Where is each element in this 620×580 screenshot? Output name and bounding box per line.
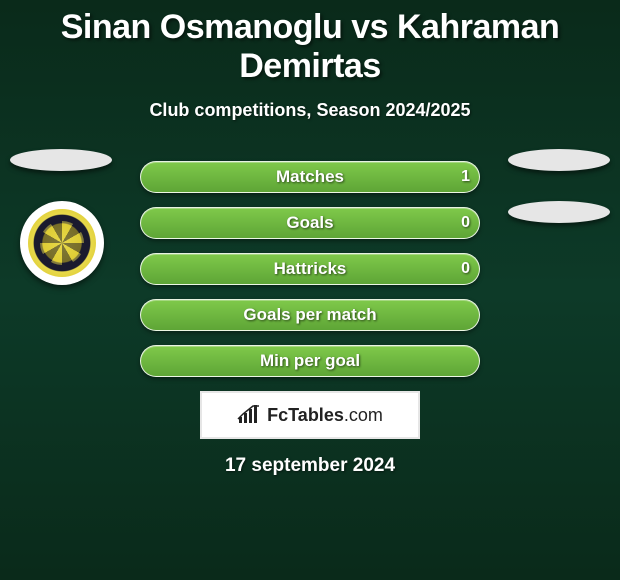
- page-title: Sinan Osmanoglu vs Kahraman Demirtas: [0, 0, 620, 86]
- club-badge-left: [20, 201, 104, 285]
- stat-value-left: 1: [461, 161, 470, 193]
- club-badge-icon: [28, 209, 96, 277]
- player-right-placeholder-2: [508, 201, 610, 223]
- stat-row-hattricks: Hattricks 0: [140, 253, 480, 285]
- stat-row-goals: Goals 0: [140, 207, 480, 239]
- brand-box[interactable]: FcTables.com: [200, 391, 420, 439]
- stat-row-min-per-goal: Min per goal: [140, 345, 480, 377]
- brand-text: FcTables.com: [267, 405, 383, 426]
- stat-row-matches: Matches 1: [140, 161, 480, 193]
- brand-chart-icon: [237, 405, 261, 425]
- snapshot-date: 17 september 2024: [0, 455, 620, 477]
- stat-label: Goals: [140, 207, 480, 239]
- stat-label: Min per goal: [140, 345, 480, 377]
- stat-value-left: 0: [461, 207, 470, 239]
- comparison-content: Matches 1 Goals 0 Hattricks 0 Goals per …: [0, 161, 620, 477]
- stat-row-goals-per-match: Goals per match: [140, 299, 480, 331]
- brand-suffix: .com: [344, 405, 383, 425]
- stat-label: Goals per match: [140, 299, 480, 331]
- player-left-placeholder: [10, 149, 112, 171]
- player-right-placeholder-1: [508, 149, 610, 171]
- brand-name: FcTables: [267, 405, 344, 425]
- stats-bars: Matches 1 Goals 0 Hattricks 0 Goals per …: [140, 161, 480, 377]
- stat-value-left: 0: [461, 253, 470, 285]
- stat-label: Matches: [140, 161, 480, 193]
- page-subtitle: Club competitions, Season 2024/2025: [0, 100, 620, 121]
- stat-label: Hattricks: [140, 253, 480, 285]
